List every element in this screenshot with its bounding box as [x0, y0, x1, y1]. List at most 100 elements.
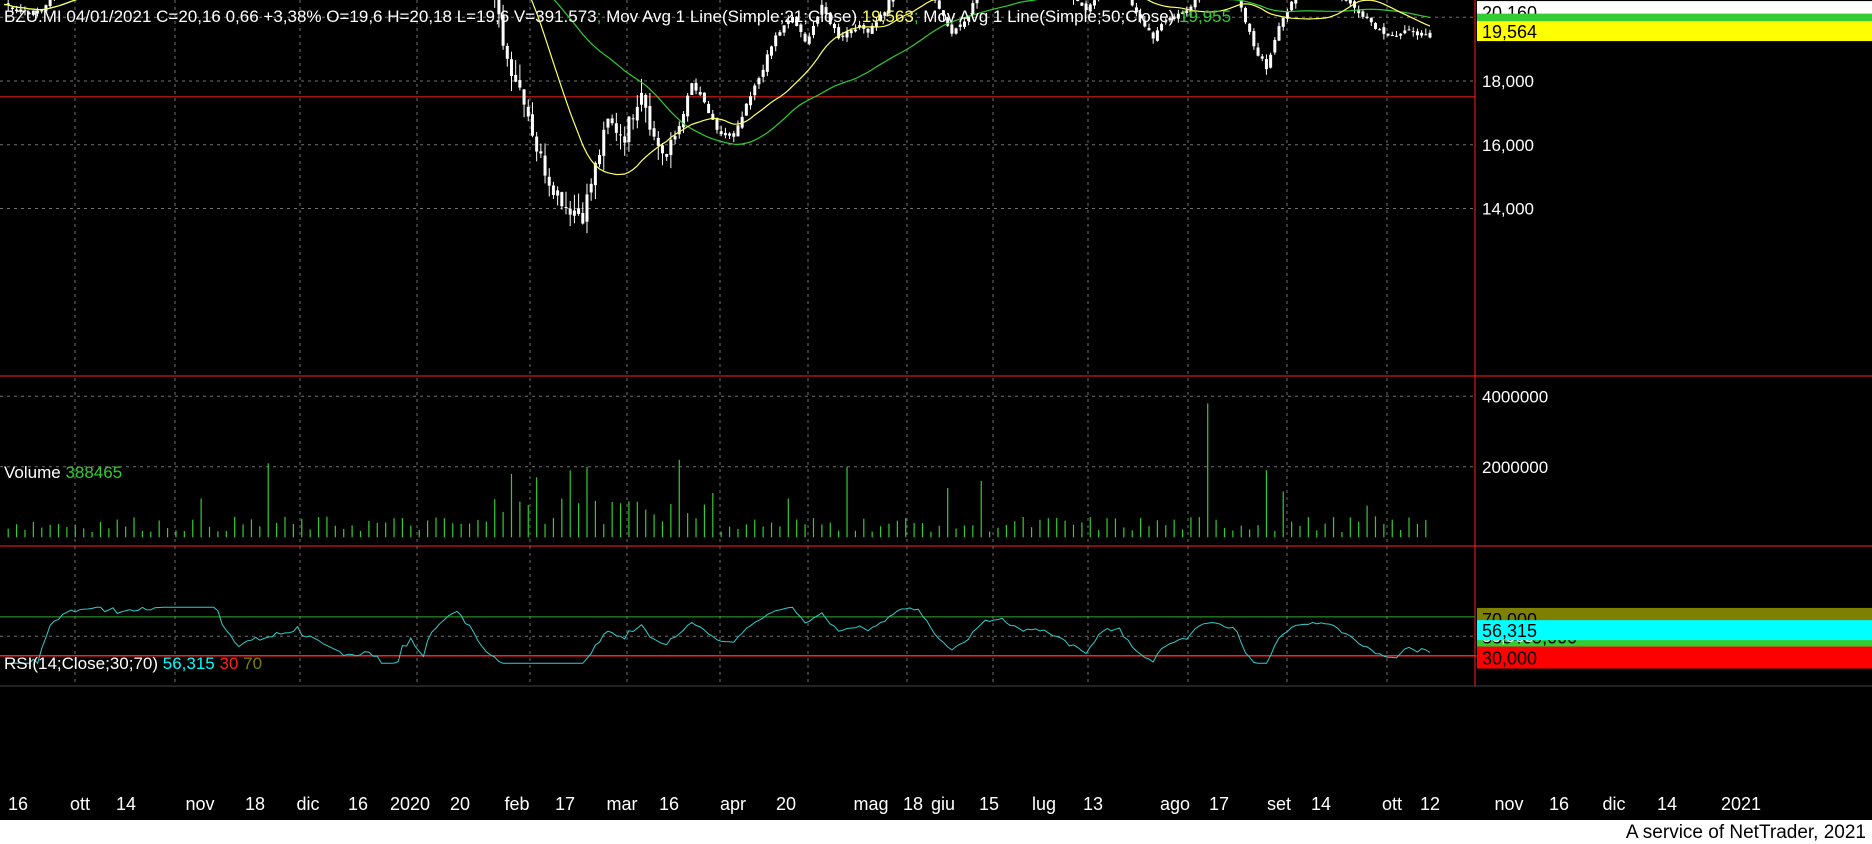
x-tick-label: ago	[1160, 794, 1190, 814]
candle-body	[1176, 13, 1180, 19]
footer-credit: A service of NetTrader, 2021	[1625, 822, 1866, 843]
candle-body	[1084, 3, 1088, 11]
candle-body	[803, 33, 807, 42]
candle-body	[535, 136, 539, 152]
candle-body	[786, 20, 790, 24]
candle-body	[585, 194, 589, 222]
candle-body	[497, 0, 501, 15]
candle-body	[690, 83, 694, 95]
candle-body	[757, 78, 761, 85]
x-tick-label: dic	[1602, 794, 1625, 814]
candle-body	[828, 12, 832, 24]
candle-body	[589, 183, 593, 193]
x-tick-label: giu	[931, 794, 955, 814]
ma21-value: 19,563	[862, 7, 914, 26]
candle-body	[640, 92, 644, 105]
candle-body	[1143, 20, 1147, 27]
candle-body	[820, 4, 824, 15]
rsi-line	[8, 606, 1431, 665]
candle-body	[1273, 39, 1277, 53]
candle-body	[610, 118, 614, 124]
x-tick-label: 20	[450, 794, 470, 814]
candle-body	[602, 129, 606, 156]
candle-body	[1290, 1, 1294, 11]
candle-body	[40, 9, 44, 12]
candle-body	[749, 96, 753, 106]
moving-averages	[3, 0, 1431, 176]
candle-body	[1361, 11, 1365, 17]
candle-body	[858, 25, 862, 28]
x-tick-label: mar	[607, 794, 638, 814]
volume-tick-label: 2000000	[1482, 458, 1548, 477]
x-tick-label: ott	[70, 794, 90, 814]
x-tick-label: 17	[1209, 794, 1229, 814]
candle-body	[1428, 32, 1432, 38]
candle-body	[539, 151, 543, 154]
candle-body	[1365, 16, 1369, 19]
candle-body	[723, 133, 727, 136]
candle-body	[1399, 33, 1403, 36]
rsi-value-tag-text: 56,315	[1482, 621, 1537, 641]
candle-body	[958, 24, 962, 27]
rsi-30-tag-box	[1477, 646, 1872, 669]
x-tick-label: 2021	[1721, 794, 1761, 814]
candle-body	[627, 116, 631, 143]
ma50-value: 19,955	[1179, 7, 1231, 26]
candle-body	[702, 92, 706, 103]
volume-header: Volume 388465	[4, 463, 122, 482]
candle-body	[1378, 29, 1382, 31]
candle-body	[1088, 4, 1092, 12]
candle-body	[543, 155, 547, 176]
x-tick-label: 17	[555, 794, 575, 814]
candle-body	[1373, 22, 1377, 29]
candle-body	[1185, 10, 1189, 13]
candle-body	[1357, 9, 1361, 14]
x-tick-label: nov	[1494, 794, 1523, 814]
candle-body	[677, 126, 681, 135]
candle-body	[564, 207, 568, 209]
x-tick-label: 20	[776, 794, 796, 814]
candle-body	[1155, 30, 1159, 41]
candle-body	[27, 12, 31, 15]
candle-body	[941, 10, 945, 16]
candle-body	[841, 35, 845, 37]
candle-body	[761, 69, 765, 77]
candle-body	[23, 10, 27, 12]
x-tick-label: 16	[1549, 794, 1569, 814]
candle-body	[509, 59, 513, 77]
candle-body	[715, 117, 719, 130]
candle-body	[937, 0, 941, 9]
candle-body	[719, 131, 723, 135]
candle-body	[1172, 16, 1176, 20]
x-tick-label: lug	[1032, 794, 1056, 814]
candle-body	[774, 35, 778, 47]
candle-body	[560, 192, 564, 207]
x-tick-label: nov	[185, 794, 214, 814]
candle-body	[1394, 35, 1398, 37]
candle-body	[581, 213, 585, 224]
candle-body	[1390, 35, 1394, 37]
candle-body	[887, 0, 891, 14]
candle-body	[526, 106, 530, 117]
axes: 14,00016,00018,00020,00022,00024,0002000…	[8, 8, 1761, 814]
candle-body	[954, 28, 958, 34]
candle-body	[1407, 29, 1411, 31]
candle-body	[44, 5, 48, 12]
candle-body	[740, 116, 744, 128]
candle-body	[824, 7, 828, 14]
candle-body	[845, 31, 849, 38]
candle-body	[946, 17, 950, 26]
candle-body	[1092, 0, 1096, 6]
candle-body	[15, 9, 19, 12]
candle-body	[652, 128, 656, 137]
candle-body	[853, 29, 857, 32]
candle-body	[1193, 0, 1197, 8]
candle-body	[795, 16, 799, 27]
candle-body	[501, 14, 505, 46]
candle-body	[736, 125, 740, 137]
candle-body	[514, 74, 518, 82]
rsi-30-tag-text: 30,000	[1482, 649, 1537, 669]
candle-body	[1411, 31, 1415, 33]
candle-body	[811, 25, 815, 36]
candle-body	[1348, 0, 1352, 4]
